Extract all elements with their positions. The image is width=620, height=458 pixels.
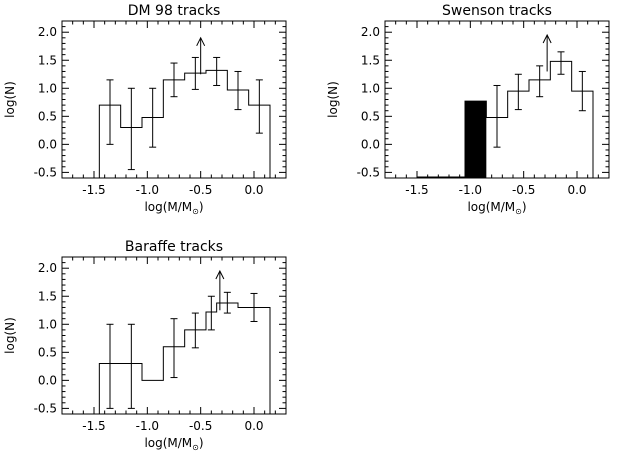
x-axis-label: log(M/M⊙) <box>144 200 203 216</box>
y-tick-label: -0.5 <box>357 165 380 179</box>
x-axis-label: log(M/M⊙) <box>467 200 526 216</box>
y-tick-label: 1.0 <box>38 81 57 95</box>
x-tick-label: -1.5 <box>82 419 105 433</box>
y-tick-label: 0.0 <box>38 137 57 151</box>
x-tick-label: -1.5 <box>82 183 105 197</box>
y-tick-label: 1.5 <box>361 53 380 67</box>
plot-frame <box>61 20 287 179</box>
panel-baraffe: Baraffe tracks log(N) -1.5 -1.0 -0.5 0.0 -0.… <box>3 239 287 452</box>
y-tick-label: 0.5 <box>38 345 57 359</box>
filled-bar <box>465 101 487 178</box>
y-tick-label: 2.0 <box>38 25 57 39</box>
panel-dm98: DM 98 tracks log(N) -1.5 -1.0 -0.5 0.0 -0.5 0… <box>3 3 287 216</box>
x-tick-label: -0.5 <box>189 419 212 433</box>
histogram-step <box>464 60 594 178</box>
x-tick-label: -1.0 <box>459 183 482 197</box>
y-tick-label: 0.5 <box>361 109 380 123</box>
x-tick-label: 0.0 <box>567 183 586 197</box>
x-axis-label: log(M/M⊙) <box>144 436 203 452</box>
y-tick-label: 0.0 <box>361 137 380 151</box>
histogram-step <box>98 69 271 178</box>
y-tick-label: 2.0 <box>38 261 57 275</box>
x-tick-label: -1.0 <box>136 183 159 197</box>
arrow-head <box>215 269 225 280</box>
panel-title: Baraffe tracks <box>125 239 223 255</box>
arrow-head <box>542 33 552 44</box>
y-axis-label: log(N) <box>3 317 17 354</box>
y-tick-label: 1.0 <box>361 81 380 95</box>
y-axis-label: log(N) <box>3 81 17 118</box>
x-tick-label: -1.0 <box>136 419 159 433</box>
panel-title: Swenson tracks <box>442 3 552 19</box>
x-tick-label: -0.5 <box>512 183 535 197</box>
y-tick-label: -0.5 <box>34 401 57 415</box>
y-tick-label: -0.5 <box>34 165 57 179</box>
x-tick-label: 0.0 <box>244 419 263 433</box>
y-tick-label: 1.5 <box>38 289 57 303</box>
y-tick-label: 2.0 <box>361 25 380 39</box>
y-tick-label: 1.0 <box>38 317 57 331</box>
x-tick-label: 0.0 <box>244 183 263 197</box>
x-tick-label: -0.5 <box>189 183 212 197</box>
arrow-head <box>196 36 206 47</box>
y-tick-label: 1.5 <box>38 53 57 67</box>
panel-title: DM 98 tracks <box>128 3 221 19</box>
y-tick-label: 0.0 <box>38 373 57 387</box>
y-axis-label: log(N) <box>326 81 340 118</box>
x-tick-label: -1.5 <box>405 183 428 197</box>
histogram-step <box>98 302 271 414</box>
panel-swenson: Swenson tracks log(N) -1.5 -1.0 -0.5 0.0 -0.… <box>326 3 610 216</box>
y-tick-label: 0.5 <box>38 109 57 123</box>
